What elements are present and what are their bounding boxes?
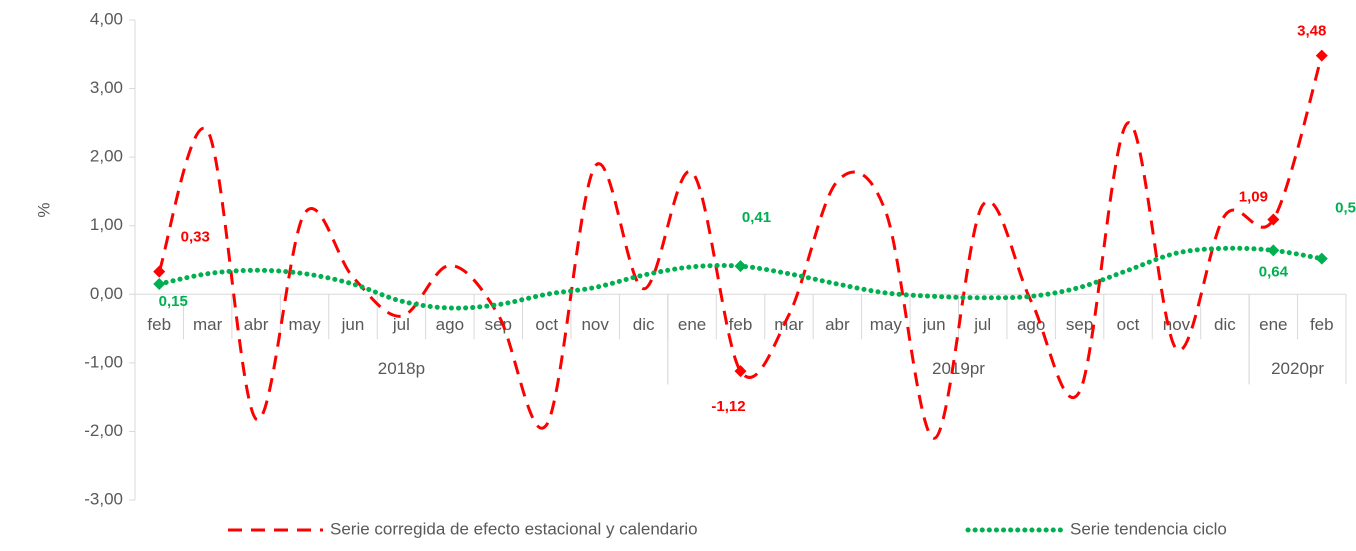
data-label: 1,09	[1239, 189, 1268, 206]
x-tick-label: mar	[193, 315, 223, 334]
x-tick-label: jun	[922, 315, 946, 334]
x-tick-label: nov	[1163, 315, 1191, 334]
x-tick-label: ago	[1017, 315, 1045, 334]
data-label: 0,52	[1335, 200, 1356, 217]
x-tick-label: ene	[1259, 315, 1287, 334]
data-label: -1,12	[711, 398, 745, 415]
x-tick-label: abr	[244, 315, 269, 334]
data-label: 0,33	[181, 229, 210, 246]
x-tick-label: jul	[392, 315, 410, 334]
data-label: 0,64	[1259, 263, 1289, 280]
x-tick-label: jun	[341, 315, 365, 334]
x-tick-label: sep	[485, 315, 512, 334]
y-tick-label: 4,00	[90, 9, 123, 28]
x-tick-label: ene	[678, 315, 706, 334]
x-tick-label: ago	[436, 315, 464, 334]
x-tick-label: oct	[535, 315, 558, 334]
x-tick-label: may	[870, 315, 903, 334]
x-tick-label: dic	[633, 315, 655, 334]
x-tick-label: may	[288, 315, 321, 334]
x-tick-label: dic	[1214, 315, 1236, 334]
year-label: 2020pr	[1271, 359, 1324, 378]
data-marker	[734, 260, 747, 273]
x-tick-label: feb	[1310, 315, 1334, 334]
y-tick-label: 0,00	[90, 284, 123, 303]
data-marker	[153, 278, 166, 290]
x-tick-label: jul	[973, 315, 991, 334]
data-marker	[734, 365, 747, 378]
legend-label: Serie corregida de efecto estacional y c…	[330, 519, 698, 538]
data-marker	[1315, 252, 1328, 265]
y-tick-label: -1,00	[84, 352, 123, 371]
series-line	[157, 55, 1324, 440]
data-label: 0,41	[742, 209, 771, 226]
year-label: 2018p	[378, 359, 425, 378]
series-line	[156, 245, 1325, 311]
data-marker	[1267, 213, 1280, 226]
year-label: 2019pr	[932, 359, 985, 378]
data-label: 0,15	[159, 293, 188, 310]
y-tick-label: 3,00	[90, 78, 123, 97]
y-tick-label: -3,00	[84, 489, 123, 508]
x-tick-label: feb	[729, 315, 753, 334]
x-tick-label: feb	[147, 315, 171, 334]
legend-label: Serie tendencia ciclo	[1070, 519, 1227, 538]
data-marker	[1267, 244, 1280, 257]
x-tick-label: oct	[1117, 315, 1140, 334]
data-marker	[153, 265, 166, 278]
y-tick-label: 2,00	[90, 147, 123, 166]
y-tick-label: 1,00	[90, 215, 123, 234]
data-label: 3,48	[1297, 23, 1326, 40]
y-tick-label: -2,00	[84, 421, 123, 440]
x-tick-label: sep	[1066, 315, 1093, 334]
x-tick-label: nov	[581, 315, 609, 334]
y-axis-label: %	[34, 202, 53, 217]
data-marker	[1315, 49, 1328, 62]
x-tick-label: abr	[825, 315, 850, 334]
x-tick-label: mar	[774, 315, 804, 334]
